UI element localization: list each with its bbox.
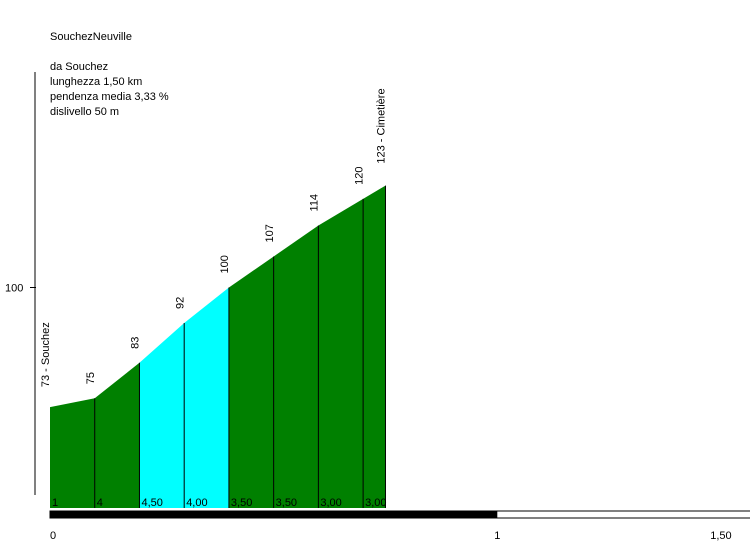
elevation-label: 100 [219,255,231,273]
elevation-label: 73 - Souchez [40,322,52,387]
elevation-label: 92 [174,297,186,309]
y-tick-label: 100 [5,283,23,295]
profile-segment-2 [94,362,140,508]
start-location: da Souchez [50,61,109,73]
profile-title: SouchezNeuville [50,31,132,43]
elevation-label: 107 [264,224,276,242]
distance-bar-km-0-1 [50,511,498,518]
x-tick-label: 1,50 [710,530,731,542]
profile-segment-1 [50,398,95,508]
x-tick-label: 1 [494,530,500,542]
segment-grade-label: 4,00 [186,497,207,509]
average-grade: pendenza media 3,33 % [50,91,169,103]
profile-segment-7 [318,198,364,508]
segment-grade-label: 3,00 [320,497,341,509]
x-tick-label: 0 [50,530,56,542]
profile-segment-4 [184,287,229,508]
profile-segment-3 [139,322,185,508]
profile-segment-5 [228,256,274,508]
elevation-label: 75 [85,372,97,384]
elevation-gain: dislivello 50 m [50,106,120,118]
elevation-label: 114 [309,194,321,212]
profile-segment-6 [273,225,319,509]
elevation-label: 83 [130,337,142,349]
segment-grade-label: 3,50 [231,497,252,509]
segment-grade-label: 1 [52,497,58,509]
segment-grade-label: 3,50 [276,497,297,509]
segment-grade-label: 4 [97,497,103,509]
elevation-label: 123 - Cimetière [376,88,388,163]
route-length: lunghezza 1,50 km [50,76,143,88]
segment-grade-label: 4,50 [141,497,162,509]
elevation-label: 120 [353,167,365,185]
profile-segment-8 [363,185,386,509]
segment-grade-label: 3,00 [365,497,386,509]
